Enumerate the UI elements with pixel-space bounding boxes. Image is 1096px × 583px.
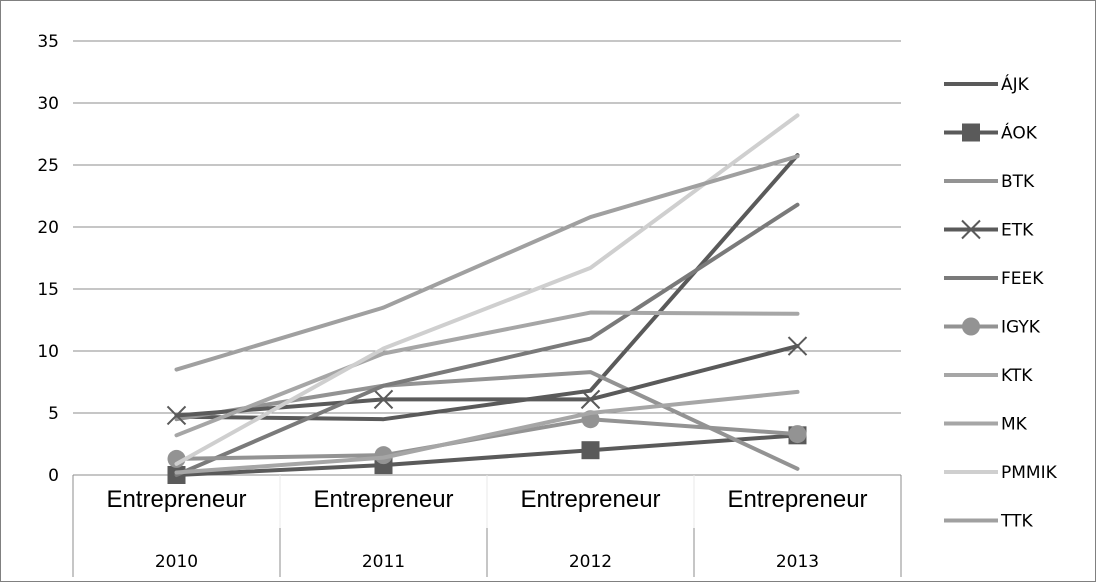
data-point-ETK [166,405,187,426]
legend-label: BTK [1001,172,1035,192]
legend-label: ÁOK [1001,122,1038,144]
data-point-ETK [373,389,394,410]
legend-label: PMMIK [1001,463,1058,483]
legend-marker [961,219,981,240]
legend-label: KTK [1001,366,1033,386]
data-point-IGYK [788,425,807,444]
legend-label: ETK [1001,221,1034,241]
legend-label: ÁJK [1001,73,1030,95]
x-category-label: Entrepreneur [313,486,453,513]
legend-marker [962,123,980,142]
x-category-label: Entrepreneur [727,486,867,513]
series-line-FEEK [174,202,800,477]
legend-label: IGYK [1001,318,1041,338]
data-point-ETK [787,336,808,356]
legend-label: TTK [1000,512,1033,532]
y-tick-label: 35 [37,32,59,52]
y-tick-label: 10 [37,342,59,362]
x-category-label: Entrepreneur [520,486,660,513]
series-line-PMMIK [174,113,800,466]
y-tick-label: 5 [48,404,59,424]
legend-marker [962,317,980,336]
series-line-KTK [174,310,800,438]
series-line-BTK [174,370,800,471]
y-tick-label: 20 [37,218,59,238]
series-line-TTK [174,154,800,372]
y-tick-label: 25 [37,156,59,176]
x-year-label: 2010 [155,552,198,572]
data-point-ÁOK [581,441,600,460]
x-category-label: Entrepreneur [106,486,246,513]
x-year-label: 2013 [776,552,819,572]
data-point-ETK [580,389,601,410]
legend-label: FEEK [1001,269,1044,289]
y-tick-label: 30 [37,94,59,114]
legend-label: MK [1001,415,1028,435]
y-tick-label: 0 [48,466,59,486]
series-line-ÁOK [174,433,800,477]
x-year-label: 2011 [362,552,405,572]
series-line-MK [174,389,800,475]
x-year-label: 2012 [569,552,612,572]
y-tick-label: 15 [37,280,59,300]
